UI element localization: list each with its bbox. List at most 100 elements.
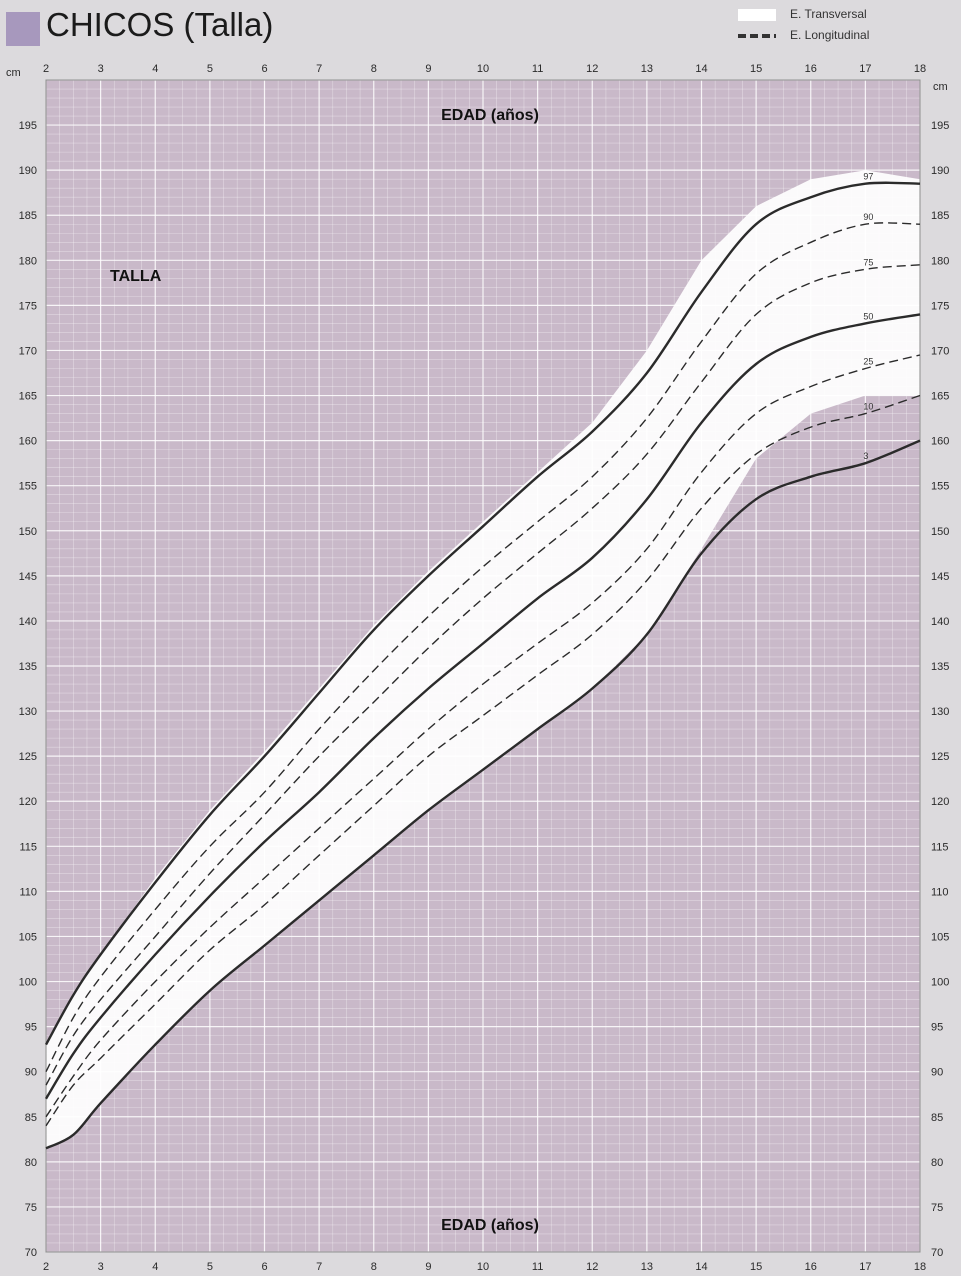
y-tick-label-right: 165 <box>931 391 949 403</box>
percentile-line-p75 <box>45 264 921 1086</box>
y-tick-label-left: 160 <box>19 436 37 448</box>
unit-label-left: cm <box>6 67 21 79</box>
y-tick-label-left: 70 <box>25 1247 37 1259</box>
legend-item-transversal: E. Transversal <box>738 6 958 27</box>
y-tick-label-right: 155 <box>931 481 949 493</box>
y-tick-label-left: 115 <box>19 841 37 853</box>
y-tick-label-left: 75 <box>25 1202 37 1214</box>
x-tick-label-bottom: 14 <box>695 1261 707 1273</box>
x-tick-label-bottom: 8 <box>371 1261 377 1273</box>
y-tick-label-left: 95 <box>25 1022 37 1034</box>
y-tick-label-right: 95 <box>931 1022 943 1034</box>
y-tick-label-left: 165 <box>19 391 37 403</box>
y-tick-label-left: 85 <box>25 1112 37 1124</box>
x-axis-title-top: EDAD (años) <box>441 107 539 124</box>
legend-label-longitudinal: E. Longitudinal <box>790 28 870 42</box>
x-tick-label-top: 5 <box>207 63 213 75</box>
percentile-line-p50 <box>44 313 921 1100</box>
x-tick-label-bottom: 4 <box>152 1261 158 1273</box>
y-tick-label-right: 75 <box>931 1202 943 1214</box>
x-tick-label-top: 8 <box>371 63 377 75</box>
x-tick-label-top: 17 <box>859 63 871 75</box>
x-tick-label-top: 9 <box>425 63 431 75</box>
legend-label-transversal: E. Transversal <box>790 7 867 21</box>
y-tick-label-right: 195 <box>931 120 949 132</box>
percentile-line-p3 <box>45 439 921 1150</box>
x-tick-label-top: 14 <box>695 63 707 75</box>
y-axis-title: TALLA <box>110 268 162 285</box>
x-axis-title-bottom: EDAD (años) <box>441 1217 539 1234</box>
x-tick-label-top: 13 <box>641 63 653 75</box>
y-tick-label-left: 110 <box>19 886 37 898</box>
y-tick-label-right: 90 <box>931 1067 943 1079</box>
y-tick-label-right: 175 <box>931 300 949 312</box>
percentile-line-p10 <box>45 394 921 1127</box>
y-tick-label-left: 150 <box>19 526 37 538</box>
y-tick-label-right: 135 <box>931 661 949 673</box>
y-tick-label-right: 150 <box>931 526 949 538</box>
y-tick-label-left: 120 <box>19 796 37 808</box>
y-tick-label-right: 115 <box>931 841 949 853</box>
x-tick-label-top: 15 <box>750 63 762 75</box>
y-tick-label-right: 100 <box>931 977 949 989</box>
y-tick-label-right: 190 <box>931 165 949 177</box>
y-tick-label-right: 160 <box>931 436 949 448</box>
y-tick-label-right: 140 <box>931 616 949 628</box>
y-tick-label-left: 170 <box>19 345 37 357</box>
y-tick-label-left: 180 <box>19 255 37 267</box>
legend-swatch-transversal <box>738 9 776 21</box>
legend: E. Transversal E. Longitudinal <box>738 6 958 48</box>
title-color-square <box>6 12 40 46</box>
x-tick-label-top: 6 <box>261 63 267 75</box>
unit-label-right: cm <box>933 81 948 93</box>
y-tick-label-right: 125 <box>931 751 949 763</box>
y-tick-label-right: 110 <box>931 886 949 898</box>
y-tick-label-left: 130 <box>19 706 37 718</box>
y-tick-label-left: 145 <box>19 571 37 583</box>
percentile-label-p75: 75 <box>863 257 873 267</box>
x-tick-label-bottom: 17 <box>859 1261 871 1273</box>
x-tick-label-bottom: 9 <box>425 1261 431 1273</box>
x-tick-label-bottom: 15 <box>750 1261 762 1273</box>
percentile-label-p25: 25 <box>863 356 873 366</box>
plot-frame <box>45 79 921 1253</box>
chart-header: CHICOS (Talla) E. Transversal E. Longitu… <box>0 0 961 58</box>
x-tick-label-bottom: 16 <box>805 1261 817 1273</box>
y-tick-label-left: 185 <box>19 210 37 222</box>
y-tick-label-right: 130 <box>931 706 949 718</box>
percentile-label-p10: 10 <box>863 402 873 412</box>
legend-item-longitudinal: E. Longitudinal <box>738 27 958 48</box>
x-tick-label-bottom: 13 <box>641 1261 653 1273</box>
x-tick-label-bottom: 12 <box>586 1261 598 1273</box>
y-tick-label-right: 105 <box>931 931 949 943</box>
y-tick-label-left: 125 <box>19 751 37 763</box>
y-tick-label-left: 140 <box>19 616 37 628</box>
x-tick-label-top: 18 <box>914 63 926 75</box>
x-tick-label-top: 12 <box>586 63 598 75</box>
x-tick-label-bottom: 5 <box>207 1261 213 1273</box>
percentile-label-p90: 90 <box>863 212 873 222</box>
x-tick-label-bottom: 3 <box>98 1261 104 1273</box>
percentile-line-p90 <box>45 222 921 1073</box>
legend-swatch-longitudinal <box>738 34 776 38</box>
percentile-line-p97 <box>44 181 921 1046</box>
x-tick-label-bottom: 2 <box>43 1261 49 1273</box>
y-tick-label-right: 70 <box>931 1247 943 1259</box>
y-tick-label-left: 105 <box>19 931 37 943</box>
x-tick-label-bottom: 6 <box>261 1261 267 1273</box>
y-tick-label-left: 195 <box>19 120 37 132</box>
y-tick-label-right: 120 <box>931 796 949 808</box>
y-tick-label-left: 100 <box>19 977 37 989</box>
y-tick-label-left: 80 <box>25 1157 37 1169</box>
y-tick-label-right: 185 <box>931 210 949 222</box>
y-tick-label-right: 85 <box>931 1112 943 1124</box>
x-tick-label-top: 7 <box>316 63 322 75</box>
y-tick-label-right: 145 <box>931 571 949 583</box>
y-tick-label-right: 80 <box>931 1157 943 1169</box>
y-tick-label-left: 90 <box>25 1067 37 1079</box>
y-tick-label-right: 170 <box>931 345 949 357</box>
percentile-label-p97: 97 <box>863 172 873 182</box>
percentile-line-p25 <box>45 354 921 1118</box>
x-tick-label-bottom: 7 <box>316 1261 322 1273</box>
